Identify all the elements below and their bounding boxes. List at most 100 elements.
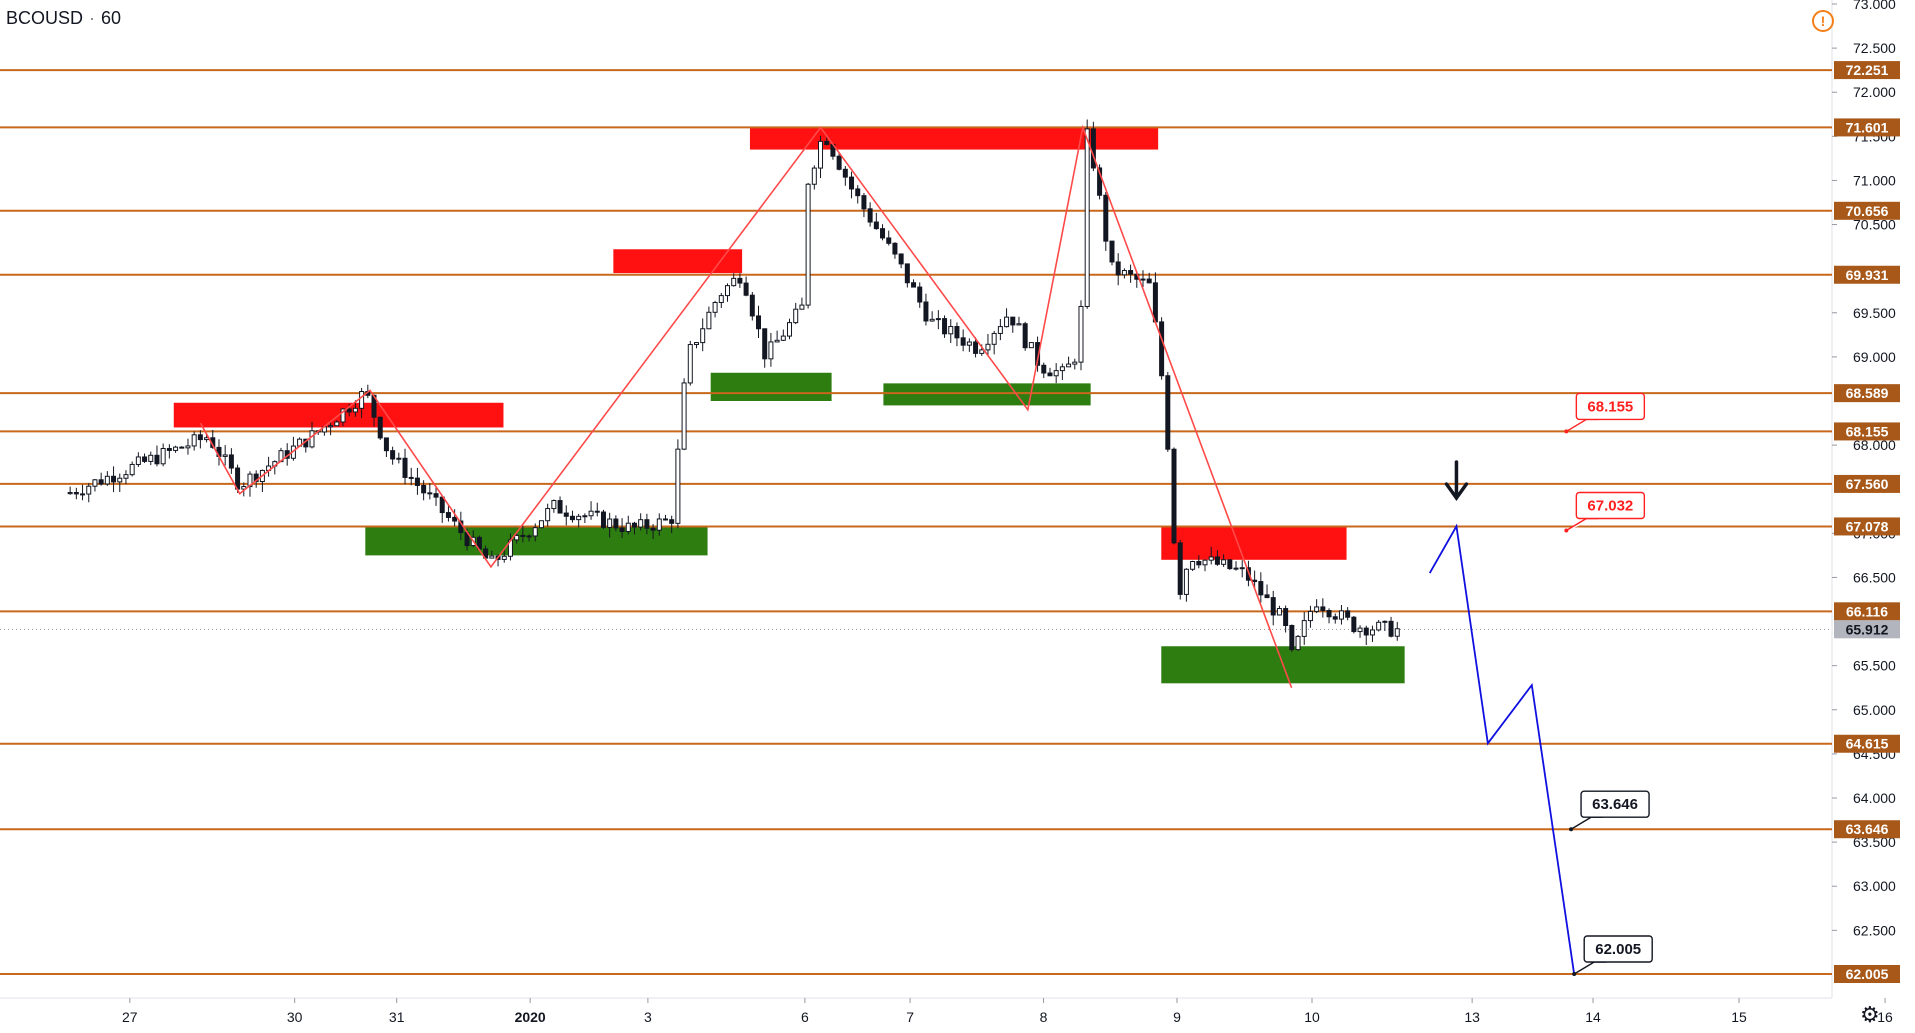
candle-body [1078,305,1084,363]
candle-body [1307,610,1313,622]
candle-body [551,500,557,510]
symbol-separator: · [89,8,96,28]
callout-box[interactable] [1575,491,1646,520]
candle-body [1115,261,1121,276]
candle-body [1159,321,1165,377]
candle-body [1221,559,1227,565]
candle-body [1332,616,1338,620]
callout-pointer [1565,418,1599,433]
candle-body [923,301,929,322]
candle-body [799,304,805,310]
callout-label: 63.646 [1592,796,1638,813]
candle-body [731,277,737,287]
gear-icon[interactable]: ⚙ [1860,1002,1880,1027]
candle-body [427,492,433,495]
candle-body [538,520,544,529]
candle-body [526,535,532,538]
candle-body [408,476,414,479]
support-zone [710,372,832,401]
x-tick-label: 15 [1731,1009,1747,1025]
candle-body [148,454,154,462]
candle-body [756,315,762,330]
candle-body [222,454,228,457]
candle-body [191,434,197,447]
candle-body [911,282,917,288]
level-label: 68.155 [1846,423,1889,439]
candle-body [173,446,179,451]
candle-body [1041,364,1047,374]
candle-body [185,445,191,449]
candle-body [966,341,972,346]
resistance-zone [1161,526,1347,560]
x-tick-label: 27 [122,1009,138,1025]
candle-body [793,308,799,324]
candle-body [749,294,755,317]
candle-body [1320,606,1326,612]
down-arrow-icon[interactable] [1444,460,1469,502]
callout-box[interactable] [1575,392,1646,421]
candle-body [1264,594,1270,599]
candle-body [991,332,997,345]
candle-body [489,555,495,559]
candle-body [706,311,712,330]
level-label-box [1834,965,1900,983]
level-label-box [1834,384,1900,403]
callout-box[interactable] [1580,790,1650,818]
candle-body [1376,621,1382,631]
candle-body [842,168,848,178]
candle-body [377,416,383,439]
candle-body [1345,610,1351,618]
candle-body [1196,561,1202,566]
candle-body [117,477,123,483]
candle-body [1239,567,1245,570]
level-label: 71.601 [1846,119,1889,135]
level-label: 70.656 [1846,203,1889,219]
candle-body [904,263,910,284]
symbol-label: BCOUSD · 60 [6,8,121,29]
level-label-box [1834,517,1900,536]
candle-body [154,454,160,465]
candle-body [1289,624,1295,651]
candle-body [712,302,718,313]
candle-body [743,282,749,296]
level-label: 66.116 [1846,603,1888,619]
candle-body [954,326,960,339]
warning-icon[interactable]: ! [1812,10,1834,32]
candle-body [1072,361,1078,365]
candle-body [780,335,786,341]
candle-body [768,341,774,360]
y-tick-label: 65.000 [1853,702,1896,718]
y-tick-label: 70.500 [1853,217,1896,233]
level-label: 64.615 [1846,736,1889,752]
candle-body [1295,635,1301,651]
candle-body [532,527,538,537]
x-tick-label: 14 [1585,1009,1601,1025]
candle-body [935,318,941,321]
candle-body [1190,561,1196,570]
y-tick-label: 71.000 [1853,172,1896,188]
candle-body [340,408,346,423]
candle-body [886,237,892,244]
candle-body [669,519,675,524]
x-tick-label: 10 [1304,1009,1320,1025]
candle-body [445,512,451,518]
candle-body [111,475,117,483]
candle-body [942,318,948,335]
x-tick-label: 31 [389,1009,405,1025]
candle-body [328,425,334,428]
candle-body [818,140,824,169]
candle-body [1140,278,1146,281]
candle-body [383,437,389,452]
candle-body [588,510,594,517]
candle-body [880,228,886,239]
callout-box[interactable] [1583,935,1653,963]
projection-line[interactable] [1428,523,1576,975]
candle-body [1258,581,1264,596]
candle-body [811,167,817,185]
candle-body [1059,366,1065,372]
zigzag-pattern-line[interactable] [199,124,1293,688]
candle-body [1394,628,1400,637]
level-label-box [1834,118,1900,137]
candle-body [1004,316,1010,328]
